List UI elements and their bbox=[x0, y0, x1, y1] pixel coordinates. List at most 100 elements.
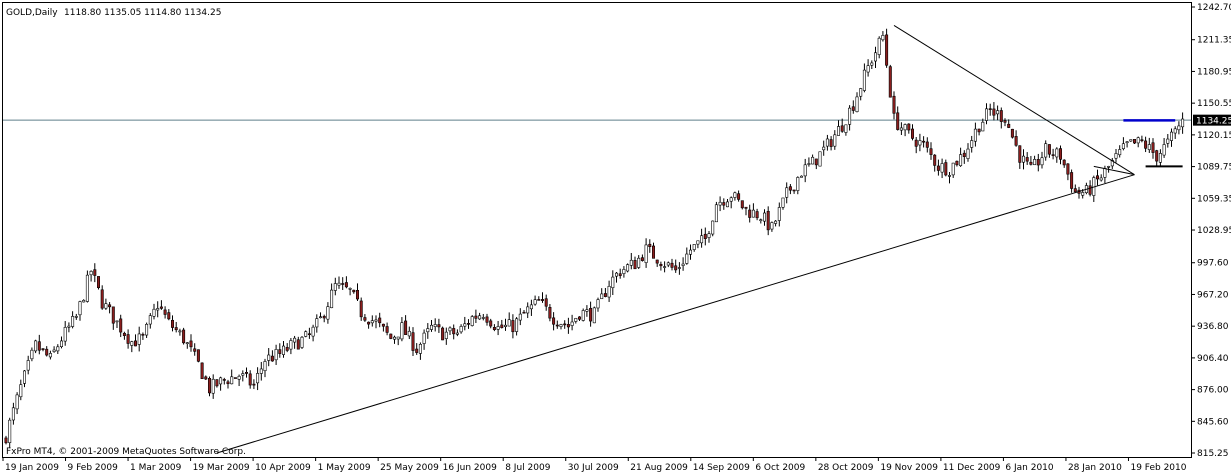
candle-body bbox=[1096, 175, 1100, 180]
candle-body bbox=[522, 311, 526, 314]
candle-body bbox=[200, 362, 204, 380]
candle-body bbox=[270, 355, 274, 362]
candle-body bbox=[1070, 172, 1074, 189]
candle-body bbox=[252, 383, 256, 386]
candle-body bbox=[174, 327, 178, 331]
candle-body bbox=[1007, 123, 1011, 128]
candle-body bbox=[259, 368, 263, 374]
candle-body bbox=[785, 187, 789, 198]
candle-body bbox=[685, 253, 689, 264]
candle-body bbox=[533, 299, 537, 305]
candle-body bbox=[622, 269, 626, 274]
candle-body bbox=[293, 337, 297, 343]
y-tick-label: 1211.35 bbox=[1197, 36, 1231, 46]
candle-body bbox=[496, 326, 500, 330]
candle-body bbox=[563, 323, 567, 326]
candle-body bbox=[818, 151, 822, 167]
candle-body bbox=[93, 269, 97, 276]
candle-body bbox=[19, 384, 23, 398]
candle-body bbox=[278, 349, 282, 354]
candle-body bbox=[722, 202, 726, 206]
candle-body bbox=[729, 197, 733, 202]
candle-body bbox=[267, 354, 271, 361]
x-tick-label: 8 Jul 2009 bbox=[505, 463, 550, 473]
candle-body bbox=[1181, 118, 1185, 128]
candle-body bbox=[792, 189, 796, 192]
candle-body bbox=[836, 126, 840, 136]
candle-body bbox=[555, 324, 559, 327]
candle-body bbox=[703, 233, 707, 239]
candle-body bbox=[766, 210, 770, 231]
candle-body bbox=[429, 324, 433, 330]
x-tick-label: 16 Jun 2009 bbox=[443, 463, 497, 473]
candle-body bbox=[85, 274, 89, 302]
candle-body bbox=[1081, 192, 1085, 196]
y-tick-label: 997.60 bbox=[1197, 259, 1229, 269]
y-tick-label: 815.25 bbox=[1197, 449, 1229, 459]
x-tick-label: 6 Jan 2010 bbox=[1005, 463, 1053, 473]
candle-body bbox=[67, 325, 71, 328]
y-tick-label: 967.20 bbox=[1197, 290, 1229, 300]
trendlines bbox=[216, 25, 1183, 454]
candle-body bbox=[518, 313, 522, 321]
candle-body bbox=[637, 257, 641, 268]
candle-body bbox=[111, 306, 115, 324]
candle-body bbox=[503, 324, 507, 327]
candle-body bbox=[156, 308, 160, 311]
candle-body bbox=[108, 304, 112, 308]
candle-body bbox=[674, 265, 678, 271]
candle-body bbox=[171, 319, 175, 328]
candle-body bbox=[1029, 161, 1033, 165]
candle-body bbox=[707, 233, 711, 238]
candle-body bbox=[141, 333, 145, 336]
y-tick-label: 906.40 bbox=[1197, 354, 1229, 364]
candle-body bbox=[163, 309, 167, 315]
candle-body bbox=[718, 201, 722, 206]
candle-body bbox=[104, 303, 108, 309]
candle-body bbox=[359, 300, 363, 318]
candle-body bbox=[1088, 185, 1092, 195]
candle-body bbox=[433, 324, 437, 327]
x-tick-label: 25 May 2009 bbox=[380, 463, 439, 473]
candle-body bbox=[315, 318, 319, 328]
candle-body bbox=[71, 316, 75, 327]
candle-body bbox=[285, 347, 289, 351]
candle-body bbox=[326, 306, 330, 320]
candle-body bbox=[955, 160, 959, 166]
candle-body bbox=[178, 330, 182, 333]
candle-body bbox=[30, 349, 34, 360]
candle-body bbox=[63, 327, 67, 342]
candle-body bbox=[344, 282, 348, 288]
candle-body bbox=[167, 312, 171, 320]
y-tick-label: 845.60 bbox=[1197, 417, 1229, 427]
candle-body bbox=[600, 293, 604, 300]
candle-body bbox=[52, 349, 56, 352]
candle-body bbox=[318, 316, 322, 319]
candle-body bbox=[666, 262, 670, 266]
candle-body bbox=[219, 377, 223, 385]
candle-body bbox=[481, 317, 485, 319]
candle-body bbox=[1177, 125, 1181, 131]
candle-body bbox=[688, 249, 692, 255]
candle-body bbox=[137, 333, 141, 345]
candle-body bbox=[311, 326, 315, 337]
candle-body bbox=[507, 319, 511, 327]
candle-body bbox=[881, 35, 885, 41]
candle-body bbox=[245, 372, 249, 374]
candle-body bbox=[407, 330, 411, 337]
candle-body bbox=[74, 316, 78, 318]
candle-body bbox=[134, 340, 138, 347]
candle-body bbox=[959, 154, 963, 167]
candle-body bbox=[781, 197, 785, 208]
candle-body bbox=[367, 321, 371, 325]
candle-body bbox=[759, 219, 763, 222]
candle-body bbox=[78, 301, 82, 316]
candle-body bbox=[1166, 138, 1170, 144]
candle-body bbox=[185, 342, 189, 344]
candle-body bbox=[363, 317, 367, 321]
candle-body bbox=[1051, 154, 1055, 156]
candle-body bbox=[404, 320, 408, 335]
candle-body bbox=[263, 361, 267, 372]
candle-body bbox=[1129, 139, 1133, 142]
